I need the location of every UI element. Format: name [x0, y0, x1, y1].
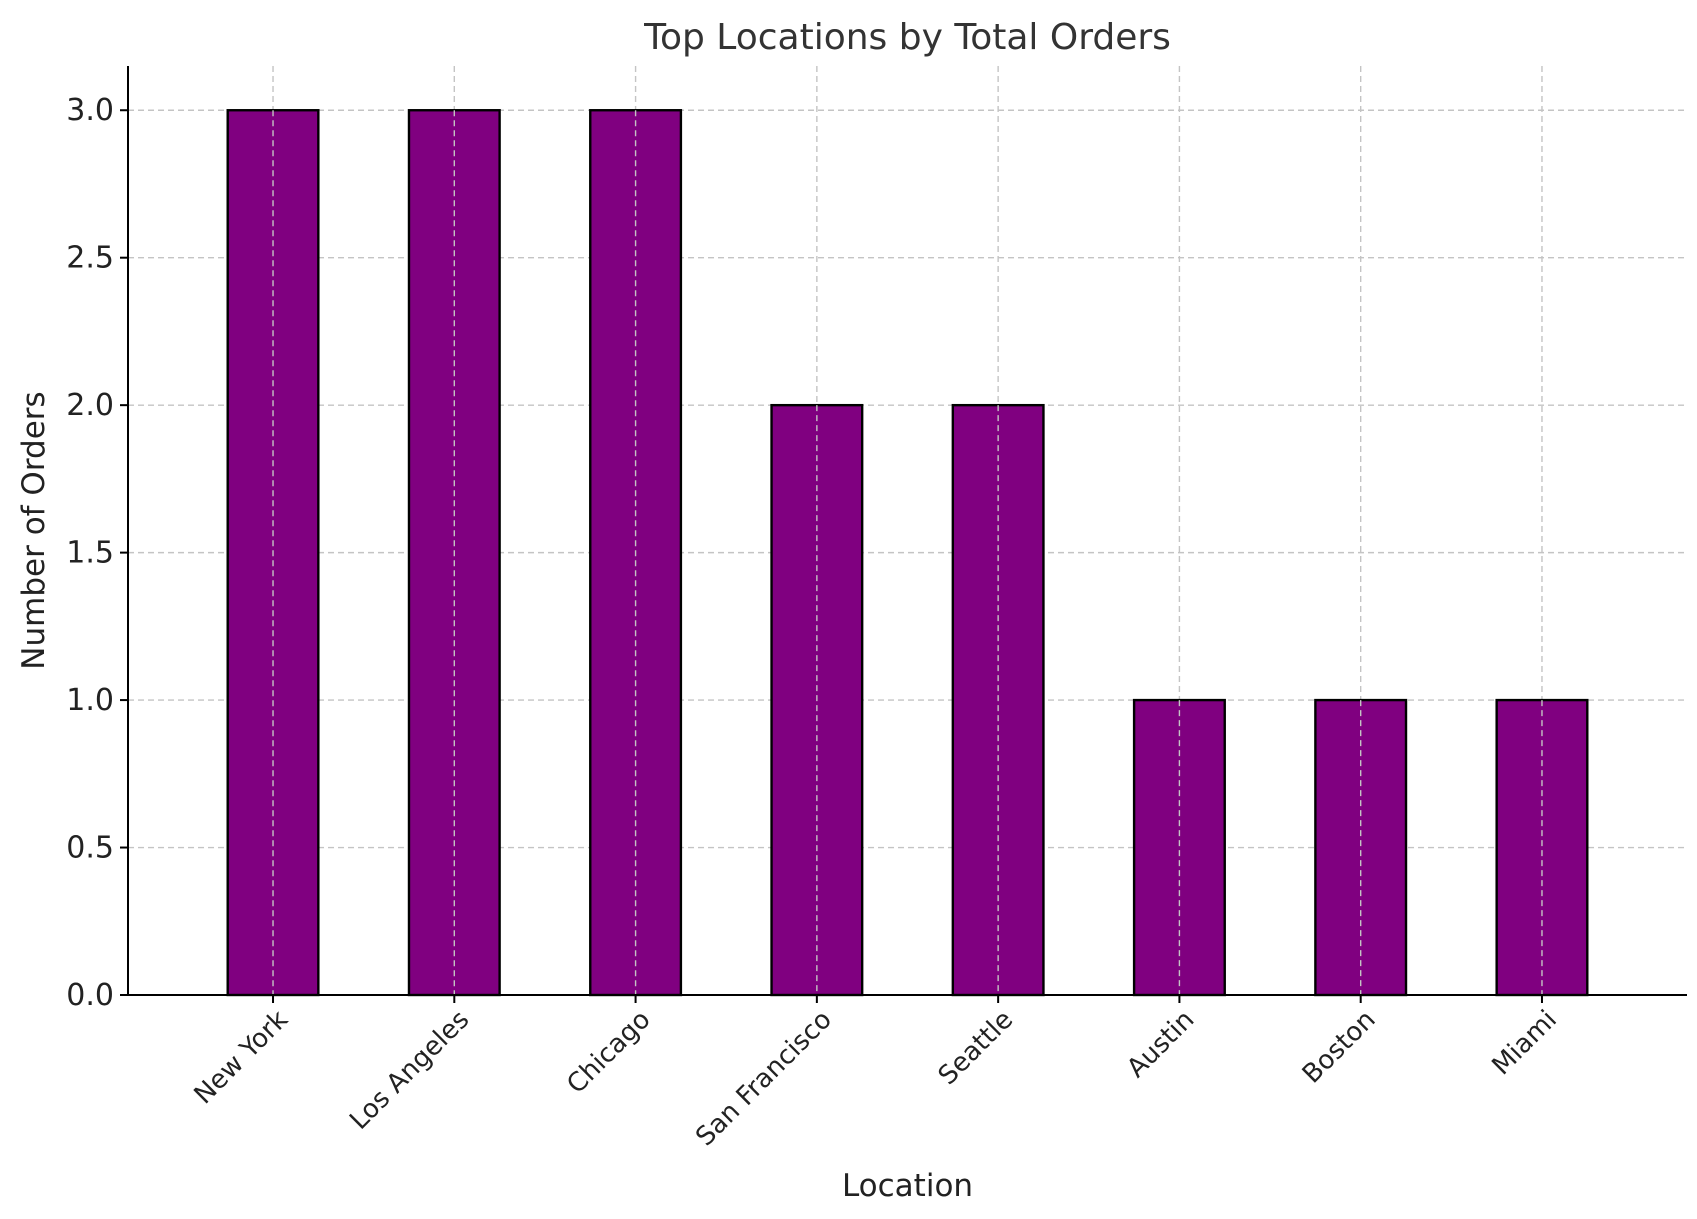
chart-title: Top Locations by Total Orders — [643, 17, 1171, 58]
y-tick-label: 2.0 — [66, 388, 114, 423]
x-tick-label: Boston — [1297, 1005, 1382, 1090]
x-tick-label: Austin — [1121, 1005, 1200, 1084]
vertical-grid-overlay — [272, 110, 1543, 995]
x-axis-label: Location — [842, 1168, 973, 1204]
x-tick-label: Seattle — [933, 1005, 1019, 1091]
x-tick-label: New York — [189, 1005, 294, 1110]
x-tick-label: Los Angeles — [344, 1005, 475, 1136]
x-tick-label: San Francisco — [690, 1005, 838, 1153]
y-tick-label: 3.0 — [66, 93, 114, 128]
y-tick-label: 1.5 — [66, 536, 114, 571]
y-axis-label: Number of Orders — [16, 391, 52, 669]
y-axis-ticks: 0.0 0.5 1.0 1.5 2.0 2.5 3.0 — [66, 93, 128, 1013]
x-tick-label: Miami — [1486, 1005, 1562, 1081]
axes — [127, 66, 1687, 996]
grid-lines — [128, 66, 1687, 996]
y-tick-label: 2.5 — [66, 241, 114, 276]
x-axis-ticks: New York Los Angeles Chicago San Francisco S… — [189, 995, 1563, 1152]
y-tick-label: 1.0 — [66, 683, 114, 718]
y-tick-label: 0.0 — [66, 978, 114, 1013]
x-tick-label: Chicago — [561, 1005, 656, 1100]
y-tick-label: 0.5 — [66, 831, 114, 866]
